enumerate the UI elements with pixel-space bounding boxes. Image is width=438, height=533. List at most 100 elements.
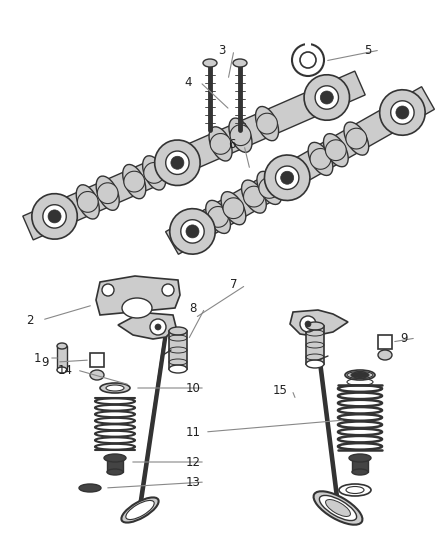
Polygon shape [166,87,434,254]
Ellipse shape [255,107,279,141]
Ellipse shape [378,350,392,360]
Ellipse shape [351,372,369,378]
Ellipse shape [345,370,375,380]
Ellipse shape [122,298,152,318]
Ellipse shape [339,484,371,496]
Ellipse shape [315,86,339,109]
Bar [306,326,324,364]
Ellipse shape [319,495,357,521]
Ellipse shape [96,176,119,211]
Ellipse shape [43,205,66,228]
Text: 10: 10 [186,382,201,394]
Ellipse shape [181,220,204,243]
Bar [90,353,104,367]
Text: 4: 4 [184,76,192,88]
Ellipse shape [306,322,324,330]
Ellipse shape [380,90,425,135]
Ellipse shape [106,385,124,391]
Bar [352,458,368,472]
Circle shape [171,156,184,169]
Text: 1: 1 [33,351,41,365]
Text: 15: 15 [272,384,287,397]
Ellipse shape [78,191,98,212]
Ellipse shape [57,343,67,349]
Ellipse shape [221,192,246,225]
Ellipse shape [155,140,200,185]
Circle shape [396,106,409,119]
Ellipse shape [166,151,189,174]
Ellipse shape [203,59,217,67]
Circle shape [155,324,161,330]
Polygon shape [290,310,348,336]
Ellipse shape [124,171,145,192]
Ellipse shape [208,206,229,227]
Ellipse shape [304,75,350,120]
Circle shape [281,171,294,184]
Text: 9: 9 [41,356,49,368]
Circle shape [300,52,316,68]
Bar [378,335,392,349]
Text: 6: 6 [228,139,236,151]
Ellipse shape [349,454,371,462]
Ellipse shape [352,469,368,475]
Circle shape [102,284,114,296]
Ellipse shape [206,200,230,233]
Circle shape [292,44,324,76]
Ellipse shape [169,327,187,335]
Bar [169,331,187,369]
Circle shape [150,319,166,335]
Ellipse shape [144,163,165,183]
Ellipse shape [90,370,104,380]
Ellipse shape [242,180,266,213]
Circle shape [305,321,311,327]
Circle shape [186,225,199,238]
Ellipse shape [76,185,99,219]
Ellipse shape [391,101,414,124]
Ellipse shape [79,484,101,492]
Ellipse shape [210,133,231,154]
Ellipse shape [314,491,362,524]
Ellipse shape [276,166,299,189]
Ellipse shape [107,469,123,475]
Ellipse shape [104,454,126,462]
Text: 2: 2 [26,313,34,327]
Polygon shape [23,71,365,240]
Ellipse shape [32,193,78,239]
Text: 11: 11 [186,425,201,439]
Ellipse shape [325,140,346,160]
Circle shape [300,316,316,332]
Text: 7: 7 [230,279,238,292]
Ellipse shape [306,360,324,368]
Ellipse shape [310,149,331,169]
Ellipse shape [100,383,130,393]
Text: 9: 9 [400,332,408,344]
Text: 12: 12 [186,456,201,469]
Ellipse shape [143,156,166,190]
Ellipse shape [97,183,118,204]
Ellipse shape [229,118,252,152]
Bar [305,42,311,50]
Bar [57,346,67,370]
Circle shape [48,210,61,223]
Ellipse shape [325,499,350,516]
Ellipse shape [126,500,154,520]
Ellipse shape [344,122,369,155]
Ellipse shape [265,155,310,200]
Ellipse shape [259,177,280,198]
Ellipse shape [230,125,251,146]
Ellipse shape [324,134,348,167]
Ellipse shape [308,142,333,175]
Text: 14: 14 [57,364,73,376]
Circle shape [320,91,333,104]
Circle shape [162,284,174,296]
Text: 8: 8 [189,302,197,314]
Ellipse shape [123,165,146,199]
Text: 5: 5 [364,44,372,56]
Ellipse shape [257,113,277,134]
Ellipse shape [244,186,264,207]
Bar [107,458,123,472]
Ellipse shape [233,59,247,67]
Polygon shape [96,276,180,315]
Text: 13: 13 [186,475,201,489]
Ellipse shape [170,208,215,254]
